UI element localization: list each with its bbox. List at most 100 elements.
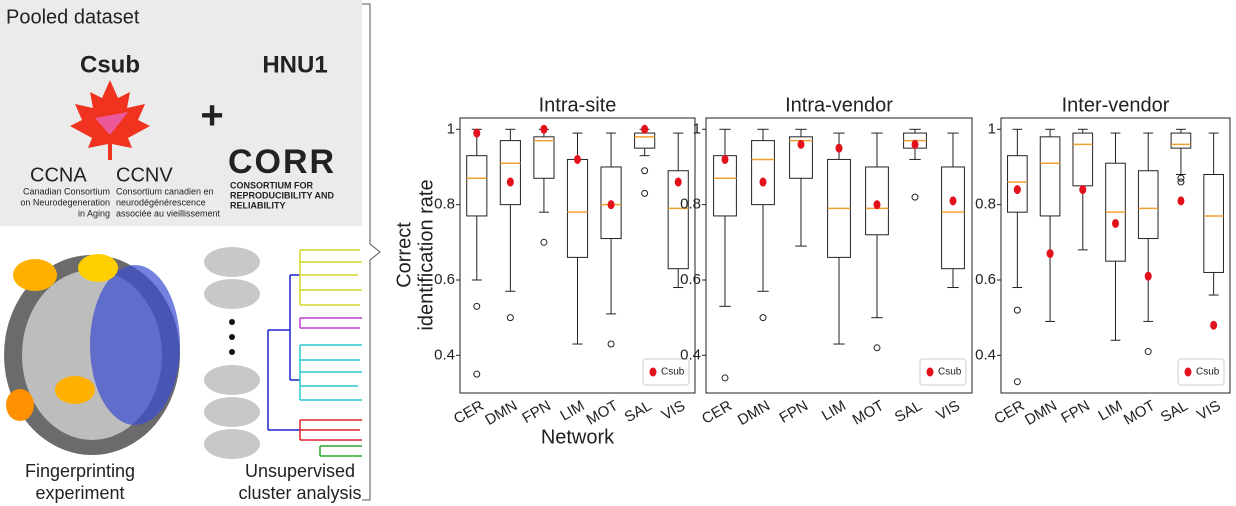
flier [1013,378,1021,386]
flier [1177,178,1185,186]
legend-label: Csub [938,367,962,378]
x-tick-label: CER [699,397,735,428]
point [1079,185,1087,195]
box [533,136,555,179]
x-tick-label: VIS [659,397,688,424]
point [873,200,881,210]
box [713,155,737,217]
panel-title: Pooled dataset [6,6,140,28]
activation-blob [78,254,118,282]
y-tick-label: 0.8 [680,196,701,213]
y-axis-label: identification rate [415,179,437,330]
org-name-line: RELIABILITY [230,200,286,210]
point [911,139,919,149]
flier [506,314,514,322]
legend-marker [649,367,657,377]
x-tick-label: LIM [1095,397,1125,424]
org-name-line: in Aging [78,208,110,218]
flier [473,370,481,378]
point [721,154,729,164]
flier [641,189,649,197]
point [641,124,649,134]
y-tick-label: 1 [988,120,996,137]
org-name-line: on Neurodegeneration [20,197,110,207]
box [1039,136,1061,217]
x-tick-label: CER [991,397,1027,428]
x-tick-label: DMN [1022,397,1060,429]
legend-marker [926,367,934,377]
plot-frame [459,117,696,394]
box [667,170,689,270]
org-name-line: neurodégénérescence [116,197,206,207]
x-tick-label: SAL [892,397,925,426]
dendrogram-root [267,274,300,431]
x-tick-label: CER [451,397,487,428]
plot-frame [1000,117,1231,394]
y-axis-label: Correct [393,222,415,288]
box [789,136,813,179]
x-tick-label: FPN [777,397,811,427]
dendrogram-cluster [319,445,362,457]
caption-line: Fingerprinting [25,461,135,481]
chart-title: Intra-vendor [785,94,893,116]
flier [641,167,649,175]
caption-line: Unsupervised [245,461,355,481]
box [1170,132,1192,149]
y-tick-label: 0.6 [680,271,701,288]
point [674,177,682,187]
legend-box [919,358,967,386]
dataset-name: HNU1 [262,51,327,78]
flier [607,340,615,348]
box [1203,174,1224,273]
point [1013,185,1021,195]
dataset-name: Csub [80,51,140,78]
flier [1013,306,1021,314]
point [506,177,514,187]
x-tick-label: VIS [934,397,963,424]
point [607,200,615,210]
point [473,128,481,138]
org-name-line: Canadian Consortium [23,186,110,196]
box [1072,132,1094,187]
caption-line: experiment [35,483,124,503]
org-name-line: Consortium canadien en [116,186,214,196]
org-name-line: REPRODUCIBILITY AND [230,190,335,200]
x-tick-label: FPN [519,397,553,427]
x-tick-label: FPN [1058,397,1092,427]
box [634,132,656,149]
chart-title: Inter-vendor [1062,94,1170,116]
flier [911,193,919,201]
flier [473,302,481,310]
y-tick-label: 0.8 [975,196,996,213]
point [835,143,843,153]
x-tick-label: DMN [482,397,520,429]
legend-label: Csub [661,367,685,378]
y-tick-label: 0.4 [434,346,455,363]
maple-leaf-network [95,112,128,135]
point [1144,271,1152,281]
flier [759,314,767,322]
dendrogram-cluster [299,317,362,329]
point [574,154,581,164]
org-name-line: associée au vieillissement [116,208,221,218]
y-tick-label: 0.6 [975,271,996,288]
box [600,166,622,240]
caption-line: cluster analysis [238,483,361,503]
point [1177,196,1185,206]
activation-blob [13,259,57,291]
activation-blob [6,389,34,421]
point [1112,218,1119,228]
point [759,177,767,187]
dendrogram [267,249,362,457]
y-tick-label: 0.8 [434,196,455,213]
flier [540,238,548,246]
activation-blob [55,376,95,404]
y-tick-label: 1 [693,120,701,137]
brain-icon [204,429,260,459]
brace [362,3,381,501]
x-tick-label: LIM [819,397,849,424]
ellipsis-dot [229,349,235,355]
plus-sign: + [200,94,223,138]
brain-icon [204,397,260,427]
